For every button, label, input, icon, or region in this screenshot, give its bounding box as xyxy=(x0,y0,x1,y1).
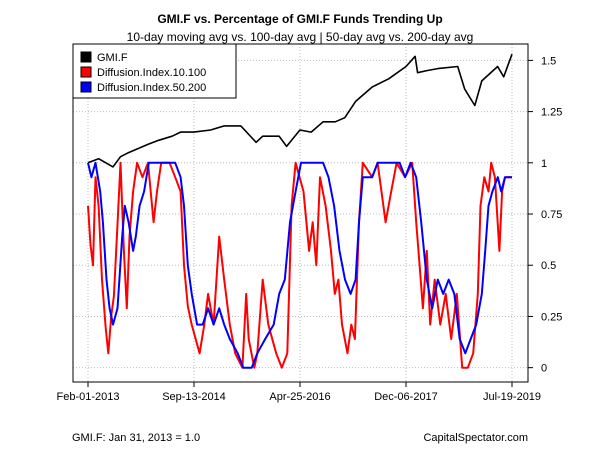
legend-swatch-diffusion-10-100 xyxy=(80,66,92,78)
chart-subtitle: 10-day moving avg vs. 100-day avg | 50-d… xyxy=(127,30,474,44)
x-axis: Feb-01-2013 Sep-13-2014 Apr-25-2016 Dec-06-… xyxy=(57,382,541,403)
y-axis: 0 0.25 0.5 0.75 1 1.25 1.5 xyxy=(528,55,562,375)
legend-label-diffusion-10-100: Diffusion.Index.10.100 xyxy=(97,67,206,79)
footnote-right: CapitalSpectator.com xyxy=(423,432,528,444)
y-tick-label: 0.75 xyxy=(541,209,562,221)
legend-swatch-gmi-f xyxy=(80,51,92,63)
y-tick-label: 0.25 xyxy=(541,311,562,323)
x-tick-label: Jul-19-2019 xyxy=(483,391,541,403)
footnote-left: GMI.F: Jan 31, 2013 = 1.0 xyxy=(72,432,200,444)
series-lines xyxy=(87,53,513,369)
y-tick-label: 0 xyxy=(541,363,547,375)
series-line-diffusion-index-10-100 xyxy=(87,161,512,369)
legend-swatch-diffusion-50-200 xyxy=(80,81,92,93)
chart-title: GMI.F vs. Percentage of GMI.F Funds Tren… xyxy=(157,12,442,26)
x-tick-label: Sep-13-2014 xyxy=(162,391,226,403)
y-tick-label: 1.25 xyxy=(541,107,562,119)
legend: GMI.F Diffusion.Index.10.100 Diffusion.I… xyxy=(72,43,237,99)
legend-label-diffusion-50-200: Diffusion.Index.50.200 xyxy=(97,82,206,94)
y-tick-label: 0.5 xyxy=(541,260,556,272)
legend-label-gmi-f: GMI.F xyxy=(97,52,128,64)
y-tick-label: 1 xyxy=(541,158,547,170)
x-tick-label: Dec-06-2017 xyxy=(374,391,438,403)
legend-box xyxy=(72,43,237,99)
x-tick-label: Apr-25-2016 xyxy=(269,391,330,403)
y-tick-label: 1.5 xyxy=(541,55,556,67)
series-line-diffusion-index-50-200 xyxy=(87,161,512,369)
series-line-gmi-f xyxy=(87,53,513,168)
x-tick-label: Feb-01-2013 xyxy=(57,391,120,403)
